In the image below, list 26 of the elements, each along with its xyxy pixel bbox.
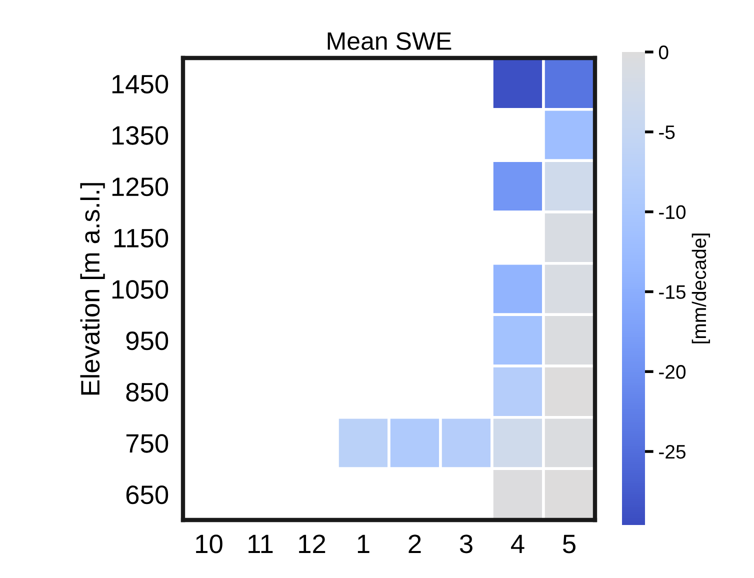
- y-tick-label: 1350: [112, 126, 168, 145]
- color-bar-label: -20: [659, 365, 686, 379]
- color-bar-label: -10: [659, 205, 686, 220]
- x-tick-label: 3: [460, 534, 472, 554]
- y-tick-label: 650: [126, 485, 168, 504]
- x-tick-label: 1: [358, 534, 370, 554]
- y-tick-label: 1050: [112, 280, 168, 299]
- y-tick-label: 750: [126, 434, 168, 453]
- color-bar-label: -5: [659, 126, 675, 140]
- x-tick-label: 2: [408, 534, 421, 554]
- color-bar-title: [mm/decade]: [692, 234, 710, 344]
- x-tick-label: 5: [562, 534, 576, 554]
- y-tick-label: 850: [126, 382, 168, 402]
- y-tick-label: 1250: [112, 177, 168, 196]
- x-tick-label: 12: [299, 534, 326, 554]
- color-bar-label: -15: [659, 285, 686, 299]
- y-tick-label: 1150: [114, 228, 168, 248]
- y-axis-title: Elevation [m a.s.l.]: [80, 183, 105, 395]
- chart-title: Mean SWE: [328, 32, 452, 50]
- color-bar-label: 0: [658, 45, 668, 60]
- color-bar-label: -25: [659, 444, 686, 459]
- x-tick-label: 4: [511, 534, 524, 554]
- x-tick-label: 10: [196, 534, 222, 554]
- y-tick-label: 1450: [112, 74, 168, 94]
- x-tick-label: 11: [248, 534, 273, 554]
- y-tick-label: 950: [126, 331, 168, 350]
